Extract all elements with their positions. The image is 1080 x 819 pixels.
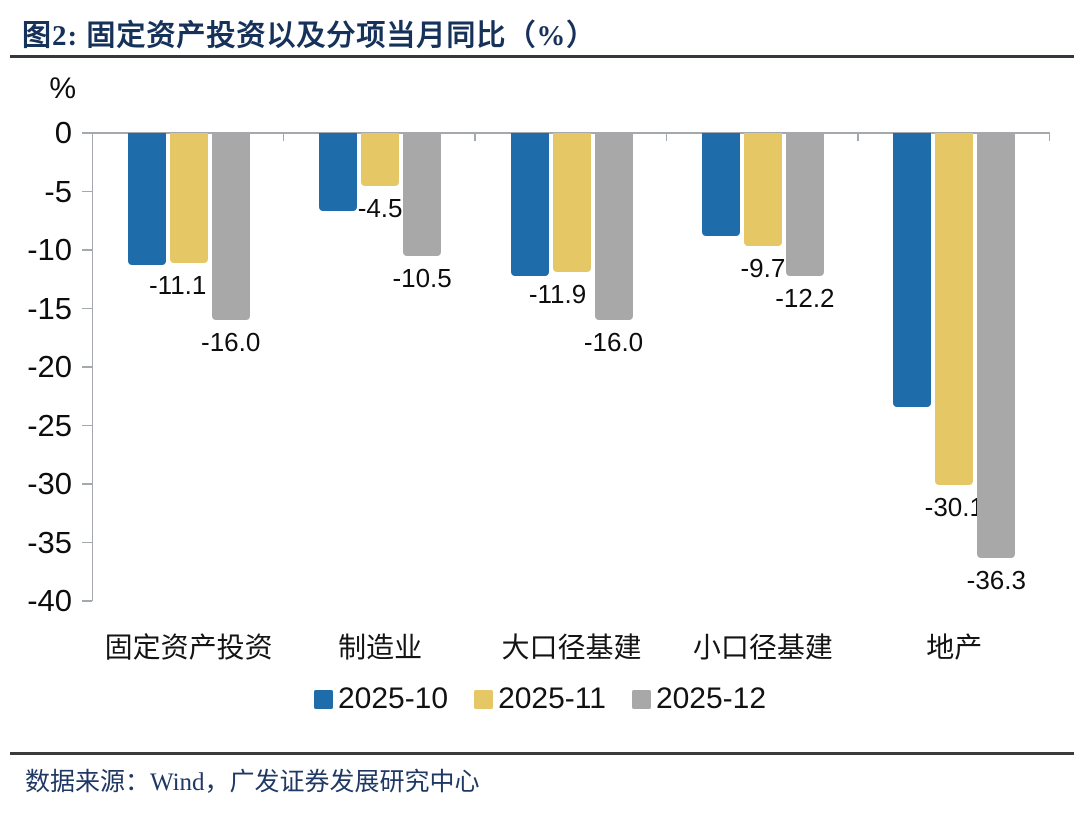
bar-value-label: -16.0 xyxy=(583,327,644,358)
bar-value-label: -9.7 xyxy=(740,253,786,284)
legend-item-2025-12: 2025-12 xyxy=(631,682,767,716)
y-tick-label: -5 xyxy=(44,173,72,209)
x-category-label: 制造业 xyxy=(338,633,423,664)
y-tick-mark xyxy=(81,132,92,134)
x-tick-mark xyxy=(1048,133,1050,141)
x-category-label: 固定资产投资 xyxy=(104,633,273,664)
y-tick-mark xyxy=(81,600,92,602)
y-tick-label: -10 xyxy=(27,232,72,267)
bar-2025-10 xyxy=(893,133,932,407)
bar-2025-12 xyxy=(977,133,1016,558)
legend-item-2025-11: 2025-11 xyxy=(474,682,606,716)
bar-2025-12 xyxy=(594,133,633,321)
y-tick-label: -20 xyxy=(27,349,72,384)
y-axis-unit-label: % xyxy=(49,72,76,105)
bar-2025-11 xyxy=(169,133,208,263)
y-tick-label: -15 xyxy=(27,290,72,326)
legend-label: 2025-12 xyxy=(655,682,767,715)
bar-2025-11 xyxy=(743,133,782,247)
bar-2025-12 xyxy=(211,133,250,321)
bar-2025-12 xyxy=(785,133,824,276)
legend-label: 2025-10 xyxy=(337,682,449,715)
legend-swatch xyxy=(474,689,494,709)
bar-2025-10 xyxy=(127,133,166,266)
bar-value-label: -4.5 xyxy=(357,192,403,223)
y-axis-line xyxy=(91,133,93,601)
data-source: 数据来源：Wind，广发证券发展研究中心 xyxy=(25,769,480,796)
y-tick-label: -40 xyxy=(27,583,72,618)
bar-value-label: -11.1 xyxy=(149,269,207,300)
bar-2025-10 xyxy=(319,133,358,212)
bar-value-label: -10.5 xyxy=(392,262,452,293)
y-tick-label: 0 xyxy=(54,115,72,150)
y-tick-mark xyxy=(81,483,92,485)
y-tick-label: -35 xyxy=(27,524,72,560)
x-tick-mark xyxy=(857,133,859,141)
legend-swatch xyxy=(631,689,651,709)
bar-value-label: -36.3 xyxy=(966,564,1026,595)
figure-title: 图2: 固定资产投资以及分项当月同比（%） xyxy=(22,20,597,52)
y-tick-label: -25 xyxy=(27,407,72,443)
footer-divider xyxy=(10,752,1074,755)
chart-legend: 2025-10 2025-11 2025-12 xyxy=(0,682,1080,716)
x-tick-mark xyxy=(665,133,668,141)
bar-2025-10 xyxy=(510,133,549,276)
bar-value-label: -12.2 xyxy=(775,282,835,313)
bar-value-label: -30.1 xyxy=(924,492,984,523)
y-tick-mark xyxy=(81,541,92,543)
legend-label: 2025-11 xyxy=(498,682,606,715)
y-tick-mark xyxy=(81,249,92,251)
bar-2025-10 xyxy=(701,133,740,236)
title-divider xyxy=(10,55,1074,58)
y-tick-mark xyxy=(81,307,92,309)
y-tick-label: -30 xyxy=(27,466,72,501)
y-tick-mark xyxy=(81,190,92,192)
x-category-label: 小口径基建 xyxy=(692,633,833,664)
y-tick-mark xyxy=(81,366,92,368)
bar-2025-11 xyxy=(935,133,974,486)
bar-2025-11 xyxy=(552,133,591,273)
bar-value-label: -16.0 xyxy=(201,327,261,358)
x-tick-mark xyxy=(474,133,476,141)
x-category-label: 大口径基建 xyxy=(501,633,642,664)
bar-value-label: -11.9 xyxy=(528,279,587,310)
x-tick-mark xyxy=(282,133,285,141)
legend-item-2025-10: 2025-10 xyxy=(313,682,449,716)
legend-swatch xyxy=(313,689,333,709)
y-tick-mark xyxy=(81,424,92,426)
bar-2025-12 xyxy=(403,133,442,256)
zero-baseline xyxy=(91,132,1050,134)
x-category-label: 地产 xyxy=(926,633,983,664)
bar-2025-11 xyxy=(361,133,400,186)
